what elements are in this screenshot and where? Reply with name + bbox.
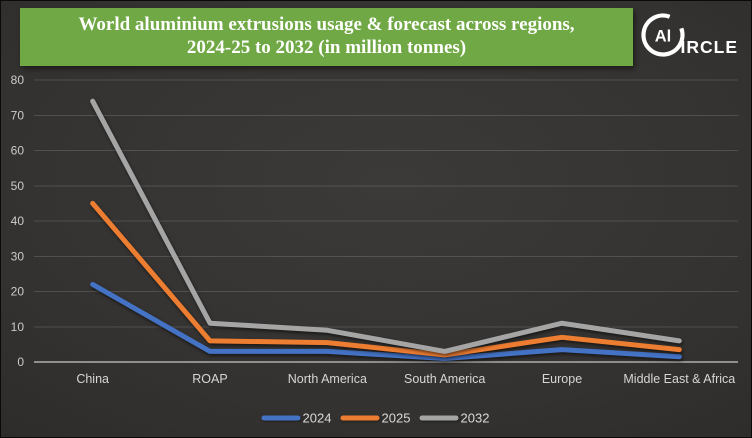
logo-ircle-text: IRCLE <box>681 37 739 57</box>
y-tick-label-50: 50 <box>11 179 25 193</box>
y-tick-label-60: 60 <box>11 144 25 158</box>
x-category-label-3: North America <box>288 372 367 386</box>
y-tick-label-30: 30 <box>11 249 25 263</box>
y-tick-label-40: 40 <box>11 214 25 228</box>
chart-title-line2: 2024-25 to 2032 (in million tonnes) <box>186 36 467 58</box>
x-category-label-2: ROAP <box>192 372 227 386</box>
chart-title-line1: World aluminium extrusions usage & forec… <box>78 14 575 35</box>
legend-label-2032: 2032 <box>461 411 490 426</box>
legend-label-2024: 2024 <box>303 411 332 426</box>
x-category-label-1: China <box>76 372 109 386</box>
alcircle-logo-icon: Al IRCLE <box>641 13 739 57</box>
series-line-2032 <box>90 98 682 354</box>
title-banner: World aluminium extrusions usage & forec… <box>20 8 633 66</box>
x-category-label-6: Middle East & Africa <box>623 372 735 386</box>
y-tick-label-20: 20 <box>11 285 25 299</box>
logo-al-text: Al <box>655 28 672 46</box>
alcircle-logo: Al IRCLE <box>640 8 747 62</box>
legend-label-2025: 2025 <box>382 411 411 426</box>
y-tick-label-10: 10 <box>11 320 25 334</box>
y-tick-label-80: 80 <box>11 73 25 87</box>
series-line-2025 <box>90 200 682 358</box>
series-line-2024 <box>90 281 682 361</box>
x-category-label-4: South America <box>404 372 485 386</box>
y-tick-label-70: 70 <box>11 108 25 122</box>
y-tick-label-0: 0 <box>17 355 24 369</box>
logo-circle-icon <box>641 13 685 57</box>
x-category-label-5: Europe <box>542 372 582 386</box>
